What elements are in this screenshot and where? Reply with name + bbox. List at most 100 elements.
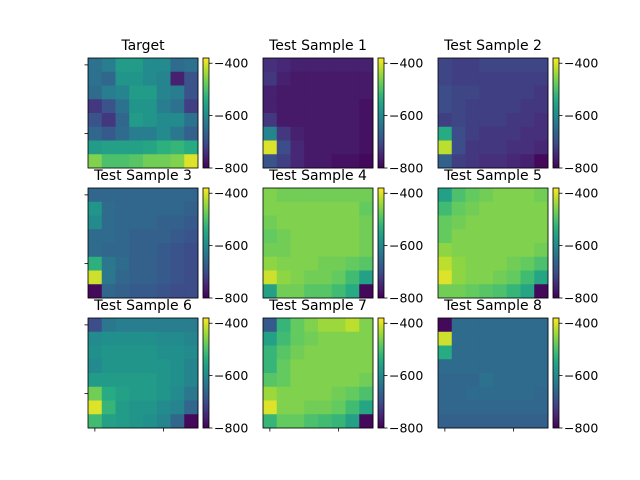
heatmap-cell [506, 113, 521, 128]
heatmap-cell [115, 386, 130, 401]
heatmap-cell [276, 215, 291, 230]
heatmap-cell [129, 215, 144, 230]
panel-title: Test Sample 5 [443, 168, 542, 184]
heatmap-cell [359, 154, 374, 169]
heatmap-cell [493, 126, 508, 141]
heatmap-cell [331, 229, 346, 244]
heatmap-cell [493, 243, 508, 258]
heatmap-cell [359, 99, 374, 114]
heatmap-cell [88, 386, 103, 401]
heatmap-cell [479, 113, 494, 128]
heatmap-cell [88, 140, 103, 155]
heatmap-cell [290, 126, 305, 141]
heatmap-cell [318, 359, 333, 374]
axes-frame [87, 57, 199, 169]
heatmap-cell [263, 345, 278, 360]
colorbar-tick-label: −600 [389, 108, 423, 123]
heatmap-cell [101, 386, 116, 401]
heatmap-cell [143, 270, 158, 285]
heatmap-cell [479, 359, 494, 374]
heatmap-cell [493, 85, 508, 100]
heatmap-cell [101, 140, 116, 155]
panels: Target −400 −600 −800 Test Sample 1 −400 −600 −… [84, 38, 598, 436]
heatmap-cell [276, 284, 291, 299]
heatmap-cell [290, 71, 305, 86]
heatmap-cell [143, 373, 158, 388]
heatmap-cell [88, 400, 103, 415]
colorbar-tick-label: −600 [214, 238, 248, 253]
heatmap-cell [479, 243, 494, 258]
panel-title: Test Sample 8 [443, 298, 542, 314]
heatmap-cell [331, 284, 346, 299]
heatmap-cell [304, 284, 319, 299]
heatmap-cell [506, 373, 521, 388]
heatmap-cell [143, 345, 158, 360]
heatmap-cell [184, 215, 199, 230]
heatmap-cell [506, 386, 521, 401]
heatmap-panel-3: Test Sample 3 −400 −600 −800 [84, 168, 248, 306]
heatmap-cell [184, 270, 199, 285]
heatmap-cell [359, 71, 374, 86]
heatmap-cell [170, 71, 185, 86]
heatmap-cell [318, 284, 333, 299]
heatmap-cell [451, 345, 466, 360]
heatmap-cell [359, 318, 374, 333]
heatmap-cell [115, 140, 130, 155]
heatmap-cell [438, 331, 453, 346]
heatmap-cell [101, 359, 116, 374]
heatmap-panel-7: Test Sample 7 −400 −600 −800 [262, 298, 423, 436]
heatmap-cell [156, 85, 171, 100]
panel-title: Target [120, 38, 165, 54]
heatmap-cell [115, 99, 130, 114]
heatmap-cell [479, 318, 494, 333]
heatmap-cell [263, 284, 278, 299]
heatmap-cell [115, 414, 130, 429]
heatmap-cell [331, 140, 346, 155]
colorbar-tick-label: −800 [564, 291, 598, 306]
heatmap-cell [276, 386, 291, 401]
heatmap-cell [520, 215, 535, 230]
heatmap-cell [143, 414, 158, 429]
heatmap-cell [290, 256, 305, 271]
heatmap-cell [290, 243, 305, 258]
heatmap-cell [506, 331, 521, 346]
heatmap-cell [115, 359, 130, 374]
heatmap-cell [304, 85, 319, 100]
heatmap-cell [520, 284, 535, 299]
heatmap-cell [479, 140, 494, 155]
heatmap-cell [359, 331, 374, 346]
heatmap-cell [156, 215, 171, 230]
heatmap-cell [520, 373, 535, 388]
heatmap-cell [331, 99, 346, 114]
heatmap-cell [170, 243, 185, 258]
heatmap-cell [438, 243, 453, 258]
heatmap-cell [263, 331, 278, 346]
heatmap-cell [170, 318, 185, 333]
heatmap-cell [506, 243, 521, 258]
heatmap-cell [129, 201, 144, 216]
colorbar [202, 57, 210, 169]
heatmap-cell [331, 400, 346, 415]
heatmap-cell [534, 126, 549, 141]
heatmap-cell [534, 215, 549, 230]
heatmap-cell [143, 140, 158, 155]
heatmap-cell [101, 229, 116, 244]
heatmap-cell [438, 229, 453, 244]
colorbar-tick-label: −800 [389, 161, 423, 176]
heatmap-cell [438, 373, 453, 388]
heatmap-cell [451, 154, 466, 169]
heatmap-cell [129, 243, 144, 258]
heatmap-cell [506, 215, 521, 230]
heatmap-cell [290, 414, 305, 429]
heatmap-cell [290, 373, 305, 388]
heatmap-cell [493, 284, 508, 299]
heatmap-cell [534, 85, 549, 100]
heatmap-cell [184, 284, 199, 299]
heatmap-cell [345, 270, 360, 285]
heatmap-cell [304, 243, 319, 258]
heatmap-cell [534, 154, 549, 169]
heatmap-cell [88, 126, 103, 141]
heatmap-cell [465, 318, 480, 333]
heatmap-cell [534, 373, 549, 388]
heatmap-cell [184, 243, 199, 258]
